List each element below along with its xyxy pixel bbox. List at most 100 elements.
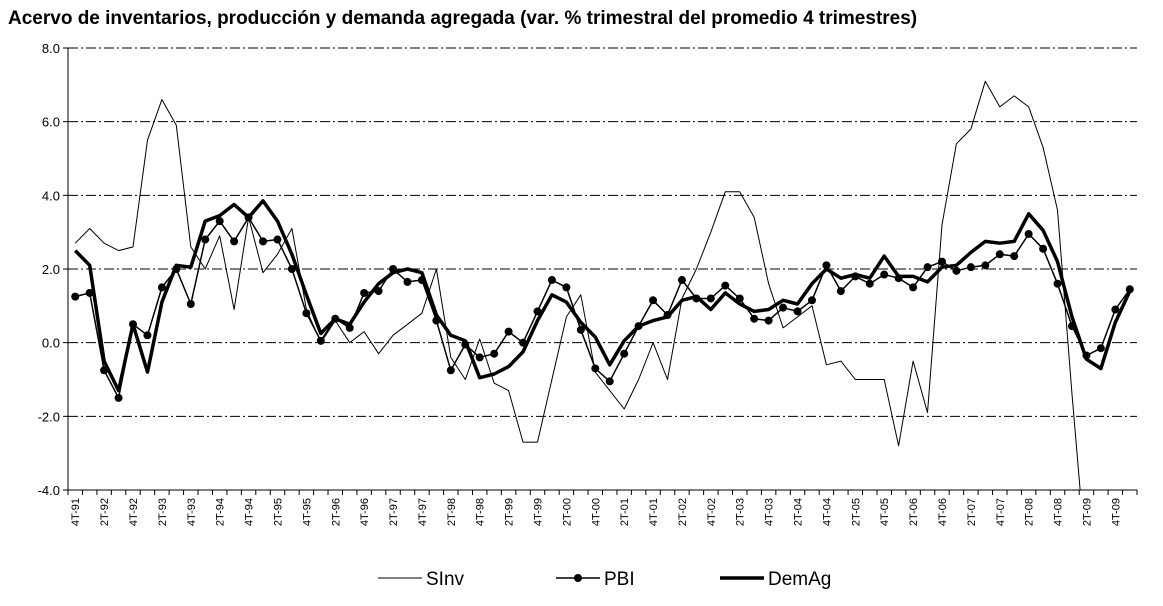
y-tick-label: 8.0: [42, 41, 60, 56]
plot-area: [71, 80, 1134, 490]
x-tick-label: 4T-91: [70, 498, 82, 526]
data-point: [1125, 285, 1134, 294]
data-point: [1010, 252, 1019, 261]
data-point: [807, 296, 816, 305]
x-tick-label: 4T-05: [879, 498, 891, 526]
data-point: [822, 261, 831, 270]
data-point: [403, 277, 412, 286]
data-point: [316, 336, 325, 345]
data-point: [562, 283, 571, 292]
x-tick-label: 4T-97: [417, 498, 429, 526]
data-point: [345, 323, 354, 332]
data-point: [721, 281, 730, 290]
data-point: [966, 263, 975, 272]
y-tick-label: 4.0: [42, 188, 60, 203]
legend-label: DemAg: [768, 569, 831, 590]
data-point: [475, 353, 484, 362]
data-point: [923, 263, 932, 272]
data-point: [793, 307, 802, 316]
x-tick-label: 4T-01: [648, 498, 660, 526]
x-tick-label: 2T-98: [446, 498, 458, 526]
x-tick-label: 2T-05: [850, 498, 862, 526]
data-point: [360, 288, 369, 297]
data-point: [85, 288, 94, 297]
data-point: [547, 276, 556, 285]
data-point: [259, 237, 268, 246]
data-point: [952, 266, 961, 275]
x-tick-label: 2T-02: [677, 498, 689, 526]
chart-title: Acervo de inventarios, producción y dema…: [8, 8, 917, 29]
data-point: [215, 217, 224, 226]
data-point: [273, 235, 282, 244]
x-tick-label: 2T-03: [735, 498, 747, 526]
data-point: [909, 283, 918, 292]
x-tick-label: 2T-99: [504, 498, 516, 526]
data-point: [143, 331, 152, 340]
x-tick-label: 2T-09: [1081, 498, 1093, 526]
data-point: [186, 299, 195, 308]
data-point: [750, 314, 759, 323]
x-tick-label: 4T-93: [186, 498, 198, 526]
data-point: [1111, 305, 1120, 314]
data-point: [71, 292, 80, 301]
data-point: [677, 276, 686, 285]
x-tick-label: 4T-00: [590, 498, 602, 526]
x-tick-label: 4T-09: [1110, 498, 1122, 526]
x-tick-label: 4T-99: [532, 498, 544, 526]
y-tick-label: -2.0: [38, 409, 60, 424]
data-point: [114, 393, 123, 402]
data-point: [937, 257, 946, 266]
data-point: [1039, 244, 1048, 253]
data-point: [374, 287, 383, 296]
x-tick-label: 4T-03: [764, 498, 776, 526]
data-point: [1024, 230, 1033, 239]
x-tick-label: 2T-08: [1024, 498, 1036, 526]
x-tick-label: 2T-94: [215, 498, 227, 526]
series-line: [74, 80, 1081, 490]
legend-label: SInv: [426, 569, 465, 590]
x-tick-label: 4T-04: [821, 498, 833, 526]
x-tick-label: 2T-00: [561, 498, 573, 526]
data-point: [591, 364, 600, 373]
data-point: [779, 303, 788, 312]
data-point: [1053, 279, 1062, 288]
data-point: [764, 316, 773, 325]
data-point: [302, 309, 311, 318]
y-tick-label: 2.0: [42, 262, 60, 277]
data-point: [576, 325, 585, 334]
data-point: [533, 307, 542, 316]
data-point: [981, 261, 990, 270]
data-point: [995, 250, 1004, 259]
x-tick-label: 2T-95: [272, 498, 284, 526]
legend-label: PBI: [604, 569, 635, 590]
data-point: [201, 235, 210, 244]
x-tick-label: 2T-92: [99, 498, 111, 526]
y-tick-label: 0.0: [42, 336, 60, 351]
data-point: [504, 327, 513, 336]
data-point: [1096, 344, 1105, 353]
data-point: [865, 279, 874, 288]
x-tick-label: 2T-93: [157, 498, 169, 526]
x-tick-label: 4T-98: [475, 498, 487, 526]
data-point: [287, 265, 296, 273]
y-tick-label: -4.0: [38, 483, 60, 498]
x-tick-label: 2T-07: [966, 498, 978, 526]
data-point: [836, 287, 845, 296]
x-tick-label: 4T-96: [359, 498, 371, 526]
data-point: [649, 296, 658, 305]
data-point: [446, 366, 455, 375]
x-tick-label: 4T-08: [1053, 498, 1065, 526]
x-tick-label: 2T-06: [908, 498, 920, 526]
series-line: [73, 199, 1132, 393]
data-point: [157, 283, 166, 292]
x-tick-label: 2T-01: [619, 498, 631, 526]
y-tick-label: 6.0: [42, 115, 60, 130]
x-tick-label: 4T-94: [244, 498, 256, 526]
x-tick-label: 4T-06: [937, 498, 949, 526]
x-tick-label: 4T-95: [301, 498, 313, 526]
data-point: [880, 270, 889, 279]
x-tick-label: 4T-02: [706, 498, 718, 526]
data-point: [706, 294, 715, 303]
data-point: [490, 349, 499, 358]
